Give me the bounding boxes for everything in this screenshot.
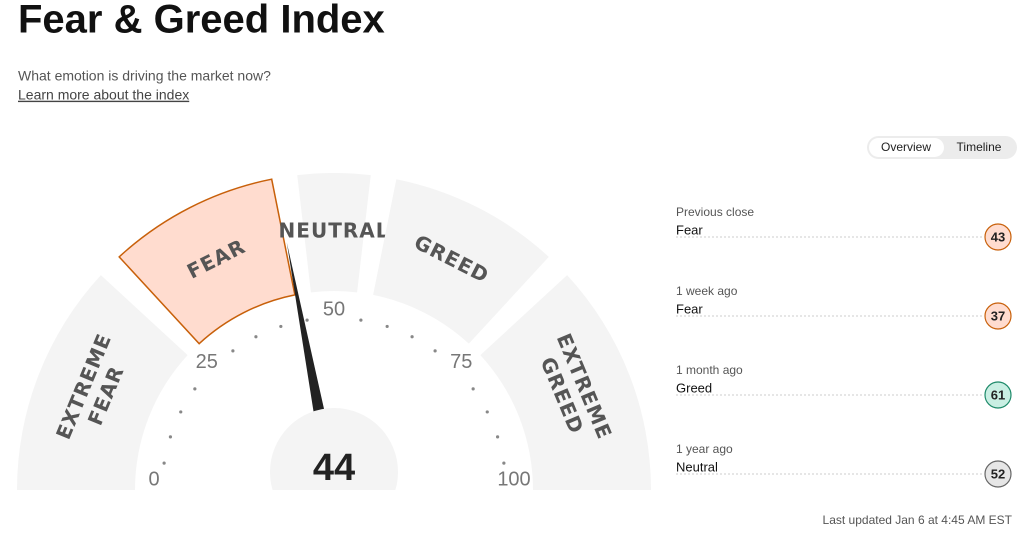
dial-dot <box>179 410 183 414</box>
dial-tick-label: 75 <box>450 351 472 373</box>
gauge-band <box>297 173 371 293</box>
history-badge <box>984 460 1012 488</box>
last-updated: Last updated Jan 6 at 4:45 AM EST <box>823 513 1013 527</box>
history-value: 43 <box>991 229 1005 244</box>
dial-dot <box>279 324 283 329</box>
band-label-group: NEUTRAL <box>279 219 390 243</box>
subtitle: What emotion is driving the market now? <box>18 68 271 84</box>
history-badge <box>984 302 1012 330</box>
history-badge <box>984 223 1012 251</box>
dial-dot <box>495 435 500 439</box>
dial-dot <box>231 349 235 353</box>
tab[interactable]: Timeline <box>957 140 1002 154</box>
dial-tick-label: 50 <box>323 298 345 320</box>
gauge-band <box>17 275 188 490</box>
dial-dot <box>193 387 197 391</box>
history-value: 61 <box>991 387 1005 402</box>
dial-dot <box>471 387 475 391</box>
dial-dot <box>385 324 389 329</box>
gauge-band <box>373 179 549 344</box>
history-period: 1 month ago <box>676 363 743 377</box>
dial-dot <box>433 349 437 353</box>
history-badge <box>984 381 1012 409</box>
history-period: 1 week ago <box>676 284 738 298</box>
tab[interactable]: Overview <box>881 140 931 154</box>
history-period: 1 year ago <box>676 442 733 456</box>
history-value: 37 <box>991 308 1005 323</box>
dial-tick-label: 0 <box>148 468 159 490</box>
gauge-cut <box>0 490 660 536</box>
gauge-value: 44 <box>313 447 355 489</box>
gauge-band <box>118 178 296 345</box>
history-label: Fear <box>676 301 703 316</box>
needle <box>286 242 329 431</box>
dial-dot <box>359 318 363 322</box>
history-label: Fear <box>676 222 703 237</box>
tab-selected-bg <box>869 138 944 157</box>
history-label: Neutral <box>676 459 718 474</box>
dial-dot <box>502 461 506 465</box>
history-period: Previous close <box>676 205 754 219</box>
dial-dot <box>305 318 309 322</box>
history-label: Greed <box>676 380 712 395</box>
history-value: 52 <box>991 466 1005 481</box>
learn-more-link[interactable]: Learn more about the index <box>18 87 189 103</box>
dial-dot <box>168 435 173 439</box>
gauge-band <box>480 275 651 490</box>
dial-dot <box>162 461 166 465</box>
dial-tick-label: 100 <box>497 468 530 490</box>
dial-tick-label: 25 <box>196 351 218 373</box>
title: Fear & Greed Index <box>18 0 385 42</box>
band-label: NEUTRAL <box>279 219 390 243</box>
dial-dot <box>485 410 489 414</box>
dial-dot <box>254 335 258 339</box>
dial-dot <box>410 335 414 339</box>
